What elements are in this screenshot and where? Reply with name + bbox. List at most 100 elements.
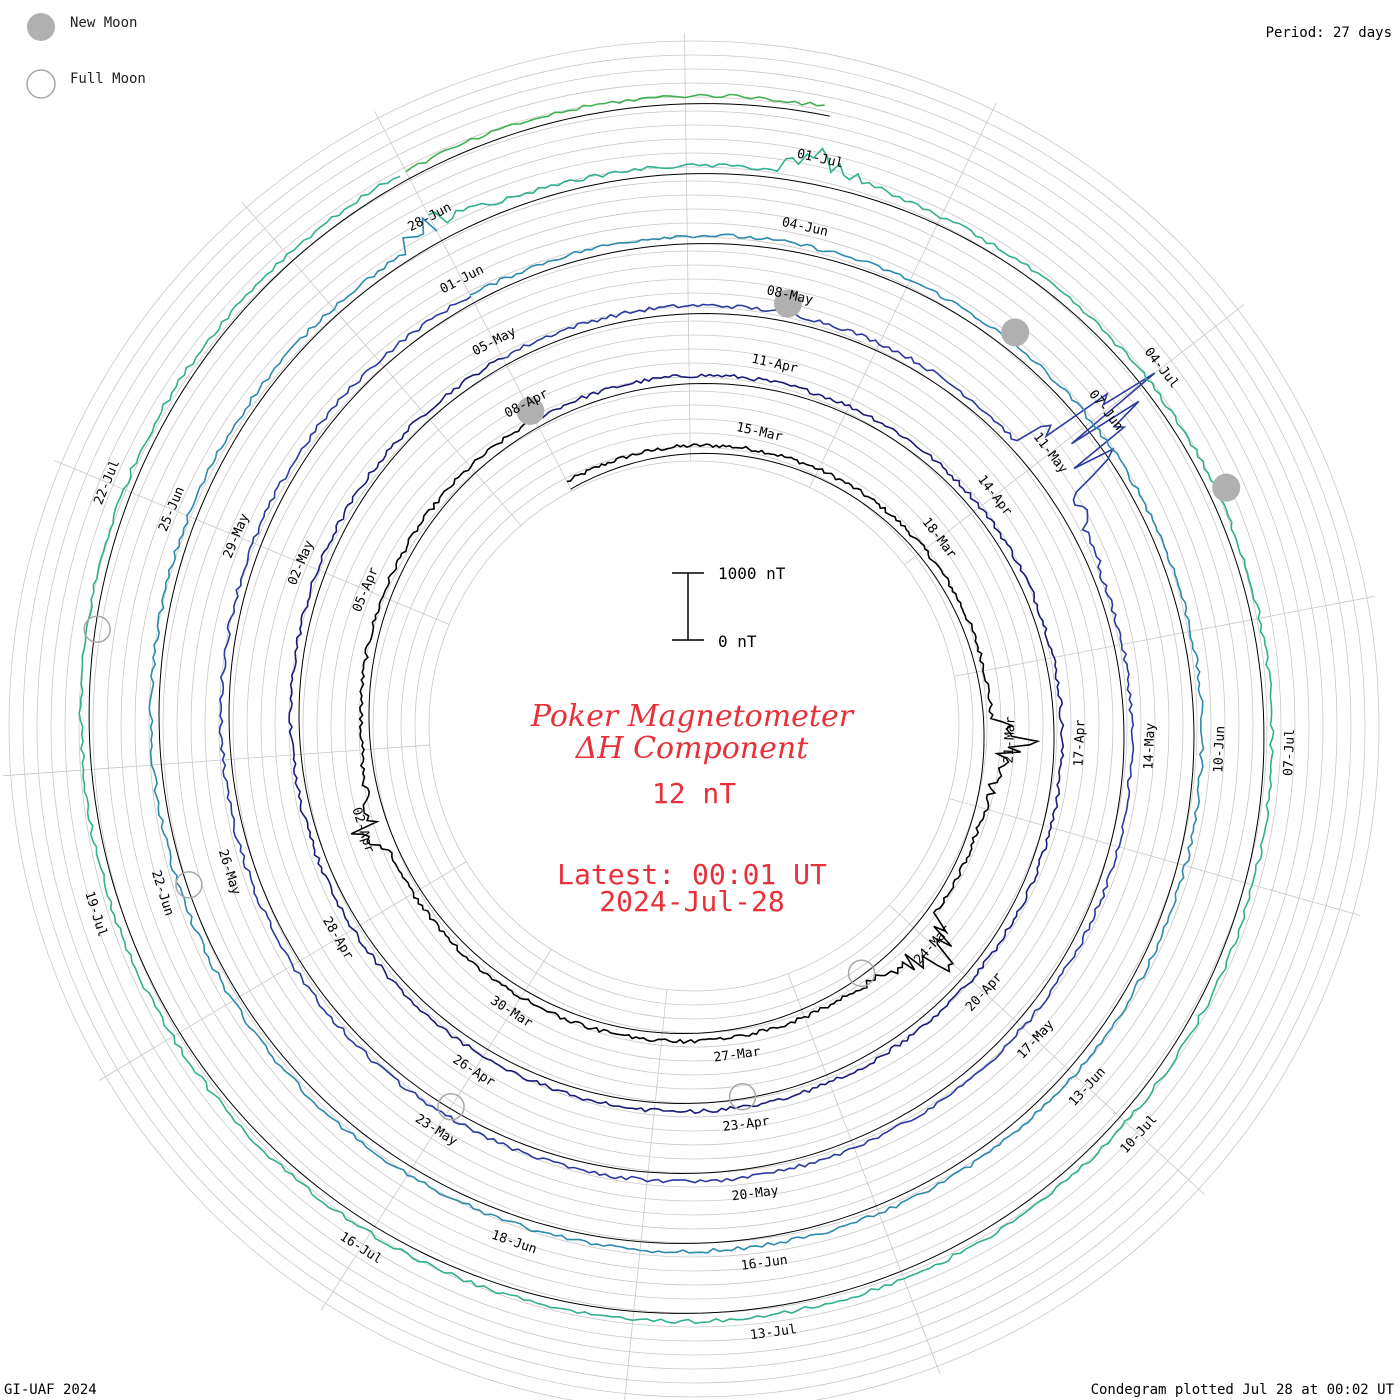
new-moon-marker xyxy=(516,396,545,425)
grid-ring xyxy=(78,110,1310,1342)
date-label: 18-Jun xyxy=(489,1228,538,1258)
series-line xyxy=(218,295,1156,1184)
radial-spoke xyxy=(904,304,1245,566)
grid-ring xyxy=(274,306,1114,1146)
grid-ring xyxy=(92,124,1296,1328)
radial-spoke xyxy=(787,973,941,1374)
grid-ring xyxy=(372,404,1016,1048)
grid-ring xyxy=(190,222,1198,1230)
date-label: 16-Jun xyxy=(740,1253,789,1274)
date-label: 10-Jun xyxy=(1211,726,1228,774)
data-series xyxy=(78,93,1275,1325)
date-label: 20-May xyxy=(731,1183,780,1204)
grid-ring xyxy=(50,82,1338,1370)
grid-ring xyxy=(134,166,1254,1286)
radial-spoke xyxy=(684,33,691,462)
legend-new-moon-label: New Moon xyxy=(70,15,137,31)
date-label: 05-May xyxy=(470,324,519,359)
radial-spoke xyxy=(948,798,1361,916)
full-moon-marker xyxy=(437,1092,465,1121)
date-label: 23-Apr xyxy=(722,1114,771,1135)
new-moon-marker xyxy=(1001,318,1030,347)
date-label: 04-Jul xyxy=(1141,345,1181,391)
date-label: 17-Apr xyxy=(1071,719,1088,767)
current-value: 12 nT xyxy=(652,777,736,810)
radial-spoke xyxy=(98,861,467,1081)
grid-ring xyxy=(162,194,1226,1258)
date-label: 04-Jun xyxy=(780,215,829,240)
date-label: 18-Mar xyxy=(919,515,960,562)
series-line xyxy=(350,421,1041,1045)
full-moon-marker xyxy=(728,1082,757,1111)
date-label: 13-Jul xyxy=(749,1322,798,1343)
grid-ring xyxy=(232,264,1156,1188)
full-moon-icon xyxy=(26,69,56,99)
baseline-spiral xyxy=(88,103,1265,1314)
grid-ring xyxy=(8,40,1380,1400)
grid-ring xyxy=(36,68,1352,1384)
radial-spoke xyxy=(624,989,668,1400)
footer-timestamp: Condegram plotted Jul 28 at 00:02 UT xyxy=(1091,1382,1395,1398)
grid-ring xyxy=(218,250,1170,1202)
grid-ring xyxy=(302,334,1086,1118)
full-moon-marker xyxy=(175,871,203,899)
series-line xyxy=(148,216,1205,1254)
moon-markers xyxy=(83,289,1241,1121)
date-label: 19-Jul xyxy=(81,890,109,939)
date-label: 14-May xyxy=(1141,722,1158,770)
grid-ring xyxy=(148,180,1240,1272)
title-block: Poker Magnetometer ΔH Component 12 nT La… xyxy=(530,699,855,918)
grid-ring xyxy=(358,390,1030,1062)
date-label: 01-Jul xyxy=(796,147,845,172)
grid-ring xyxy=(288,320,1100,1132)
series-line xyxy=(288,357,1065,1114)
series-line xyxy=(405,93,825,173)
date-label: 21-Mar xyxy=(1001,716,1018,764)
grid-ring xyxy=(400,432,988,1020)
date-label: 28-Apr xyxy=(319,914,356,962)
radial-spoke xyxy=(954,595,1375,677)
latest-time: Latest: 00:01 UT xyxy=(557,858,827,891)
date-label: 01-Jun xyxy=(438,262,487,297)
radial-spoke xyxy=(374,111,573,492)
baseline-spiral-path xyxy=(88,103,1265,1314)
legend: New Moon Full Moon xyxy=(26,13,146,99)
new-moon-marker xyxy=(1212,473,1241,502)
date-label: 27-Mar xyxy=(713,1045,762,1066)
chart-title: Poker Magnetometer xyxy=(530,699,855,734)
grid-ring xyxy=(22,54,1366,1398)
scale-top-label: 1000 nT xyxy=(718,564,786,583)
full-moon-marker xyxy=(83,615,111,643)
grid-ring xyxy=(120,152,1268,1300)
legend-full-moon-label: Full Moon xyxy=(70,71,146,87)
period-label: Period: 27 days xyxy=(1266,25,1392,41)
radial-spoke xyxy=(809,102,997,488)
date-label: 05-Apr xyxy=(350,565,382,614)
date-label: 07-Jul xyxy=(1281,729,1298,777)
date-label: 15-Mar xyxy=(735,420,784,445)
date-label: 26-May xyxy=(215,848,243,897)
radial-spoke xyxy=(888,904,1205,1195)
scale-bar: 1000 nT 0 nT xyxy=(672,564,786,651)
radial-spokes xyxy=(2,33,1375,1400)
date-label: 22-Jun xyxy=(148,869,176,918)
date-label: 28-Jun xyxy=(406,200,455,235)
radial-spoke xyxy=(320,949,552,1311)
series-line xyxy=(78,147,1275,1325)
latest-date: 2024-Jul-28 xyxy=(599,885,784,918)
grid-ring xyxy=(260,292,1128,1160)
date-label: 25-Jun xyxy=(156,485,188,534)
date-label: 11-May xyxy=(1030,430,1071,477)
footer-credit: GI-UAF 2024 xyxy=(4,1382,97,1398)
grid-ring xyxy=(330,362,1058,1090)
grid-ring xyxy=(428,460,960,992)
date-label: 14-Apr xyxy=(974,473,1015,520)
new-moon-icon xyxy=(27,13,55,41)
grid-ring xyxy=(414,446,974,1006)
scale-bottom-label: 0 nT xyxy=(718,632,757,651)
full-moon-marker xyxy=(847,959,876,988)
chart-subtitle: ΔH Component xyxy=(575,731,809,766)
radial-spoke xyxy=(2,744,430,777)
date-label: 02-Apr xyxy=(348,806,376,855)
